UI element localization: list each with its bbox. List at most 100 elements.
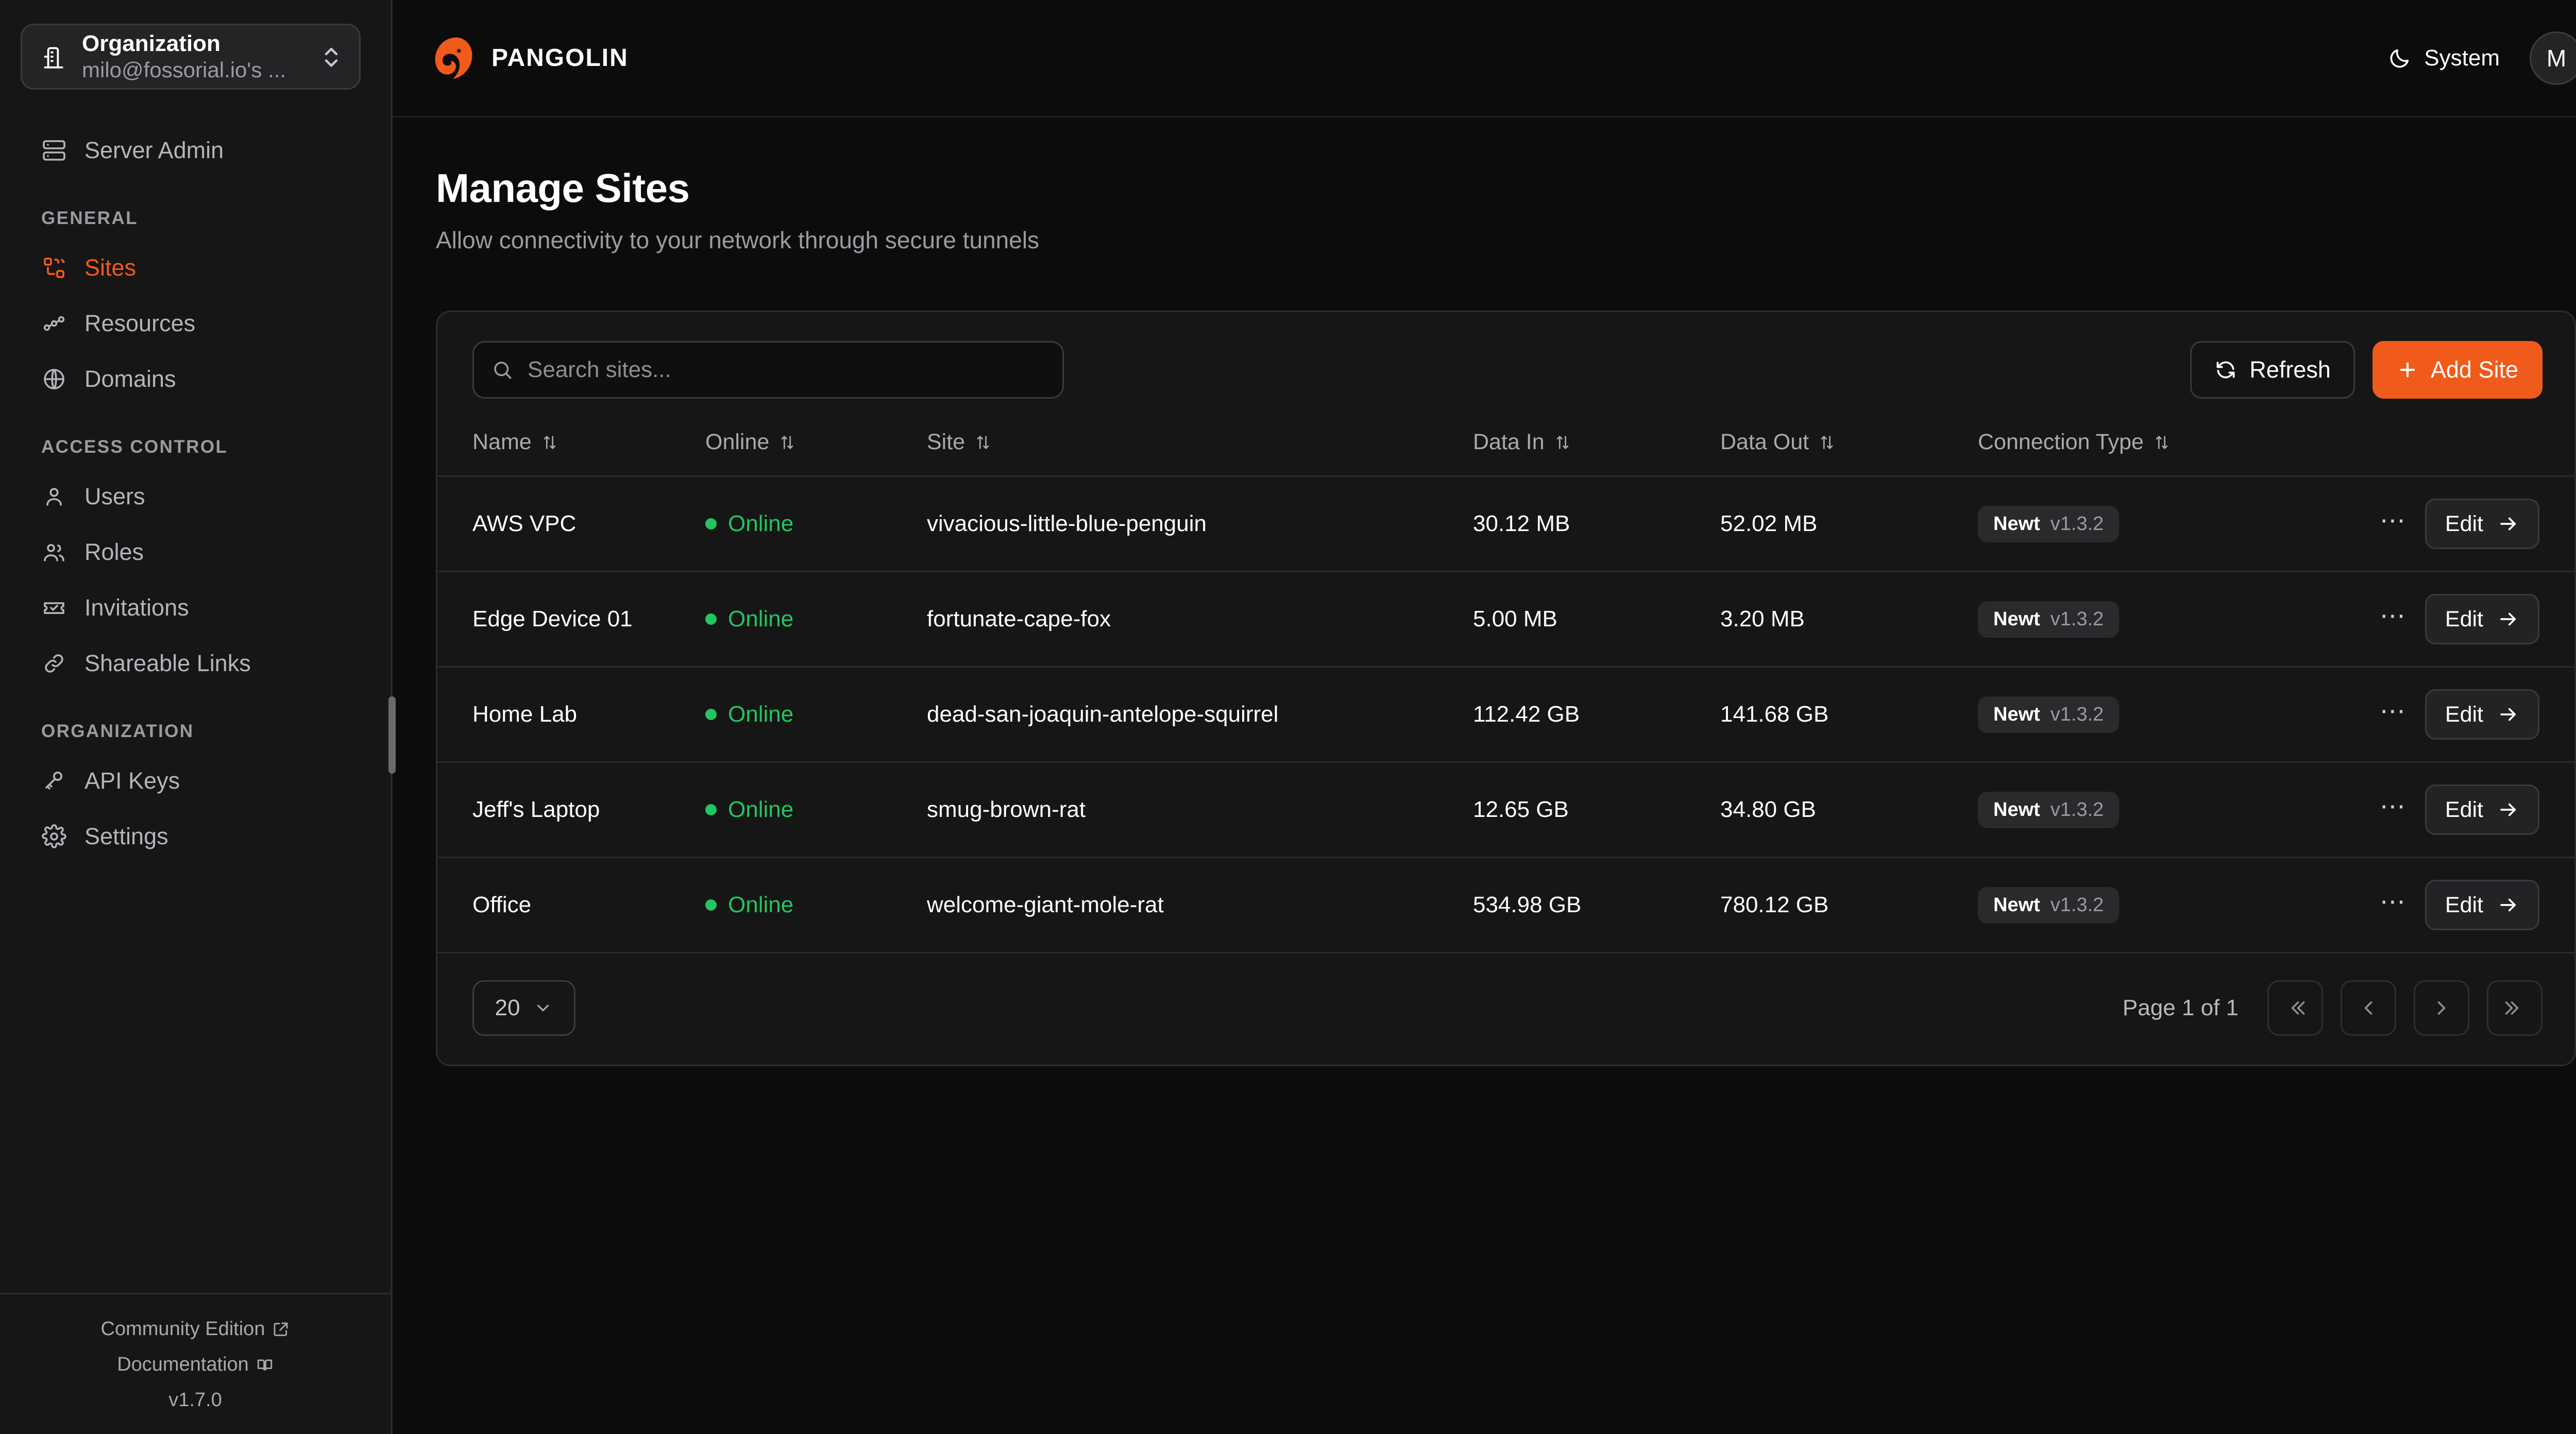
sidebar-item-shareable-links[interactable]: Shareable Links	[21, 636, 370, 691]
status-label: Online	[728, 892, 794, 917]
community-edition-label: Community Edition	[100, 1318, 265, 1340]
last-page-button[interactable]	[2487, 980, 2543, 1036]
connection-type-version: v1.3.2	[2050, 894, 2104, 916]
page-size-select[interactable]: 20	[472, 980, 575, 1036]
connection-type-name: Newt	[1993, 513, 2040, 535]
edit-button[interactable]: Edit	[2425, 594, 2539, 644]
sidebar-group-organization: ORGANIZATION	[41, 721, 194, 741]
sidebar-item-domains[interactable]: Domains	[21, 351, 370, 407]
sites-card: Refresh Add Site	[436, 311, 2576, 1066]
sidebar-group-access-control: ACCESS CONTROL	[41, 437, 228, 457]
avatar[interactable]: M	[2530, 31, 2576, 85]
next-page-button[interactable]	[2414, 980, 2469, 1036]
sidebar-footer: Community Edition Documentation v	[0, 1293, 391, 1434]
status-badge: Online	[705, 511, 927, 537]
sidebar-item-roles[interactable]: Roles	[21, 524, 370, 580]
theme-toggle[interactable]: System	[2388, 45, 2500, 71]
cell-connection-type: Newt v1.3.2	[1978, 475, 2333, 572]
building-icon	[41, 44, 66, 70]
row-overflow-menu-icon[interactable]: ⋯	[2379, 696, 2408, 725]
cell-connection-type: Newt v1.3.2	[1978, 666, 2333, 762]
cell-name: Edge Device 01	[437, 571, 705, 667]
cell-actions: ⋯ Edit	[2333, 475, 2574, 572]
refresh-label: Refresh	[2249, 356, 2331, 383]
row-overflow-menu-icon[interactable]: ⋯	[2379, 601, 2408, 630]
edit-label: Edit	[2445, 511, 2483, 536]
edit-button[interactable]: Edit	[2425, 880, 2539, 930]
sort-icon	[1554, 434, 1571, 451]
page-size-value: 20	[495, 995, 520, 1020]
prev-page-button[interactable]	[2341, 980, 2396, 1036]
sidebar-item-server-admin[interactable]: Server Admin	[21, 123, 370, 178]
arrow-right-icon	[2498, 894, 2519, 916]
edit-button[interactable]: Edit	[2425, 499, 2539, 549]
add-site-label: Add Site	[2430, 356, 2518, 383]
column-label: Site	[927, 430, 965, 454]
sidebar-item-label: Server Admin	[84, 137, 224, 163]
sidebar-item-invitations[interactable]: Invitations	[21, 580, 370, 636]
cell-site: dead-san-joaquin-antelope-squirrel	[927, 666, 1473, 762]
column-header-name[interactable]: Name	[437, 420, 705, 476]
connection-type-name: Newt	[1993, 703, 2040, 725]
edit-label: Edit	[2445, 606, 2483, 631]
column-header-online[interactable]: Online	[705, 420, 927, 476]
cell-actions: ⋯ Edit	[2333, 666, 2574, 762]
search-icon	[492, 359, 513, 381]
table-row[interactable]: Office Online welcome-giant-mole-rat 534…	[437, 857, 2574, 952]
row-overflow-menu-icon[interactable]: ⋯	[2379, 506, 2408, 535]
documentation-link[interactable]: Documentation	[0, 1354, 391, 1376]
sidebar-item-label: Invitations	[84, 594, 189, 621]
table-row[interactable]: AWS VPC Online vivacious-little-blue-pen…	[437, 475, 2574, 572]
cell-site: smug-brown-rat	[927, 761, 1473, 858]
connection-type-name: Newt	[1993, 608, 2040, 630]
theme-label: System	[2424, 45, 2500, 71]
community-edition-link[interactable]: Community Edition	[0, 1318, 391, 1340]
cell-actions: ⋯ Edit	[2333, 857, 2574, 952]
table-row[interactable]: Edge Device 01 Online fortunate-cape-fox…	[437, 571, 2574, 667]
cell-site: vivacious-little-blue-penguin	[927, 475, 1473, 572]
arrow-right-icon	[2498, 704, 2519, 725]
column-label: Data Out	[1720, 430, 1809, 454]
connection-type-badge: Newt v1.3.2	[1978, 601, 2120, 638]
cell-name: Home Lab	[437, 666, 705, 762]
row-overflow-menu-icon[interactable]: ⋯	[2379, 792, 2408, 821]
sidebar-item-resources[interactable]: Resources	[21, 296, 370, 351]
key-icon	[41, 768, 67, 794]
column-header-connection-type[interactable]: Connection Type	[1978, 420, 2333, 476]
edit-button[interactable]: Edit	[2425, 689, 2539, 740]
column-label: Online	[705, 430, 770, 454]
edit-label: Edit	[2445, 892, 2483, 917]
cell-online: Online	[705, 475, 927, 572]
sidebar-item-sites[interactable]: Sites	[21, 240, 370, 296]
search-input[interactable]	[528, 357, 1045, 383]
refresh-button[interactable]: Refresh	[2190, 341, 2355, 399]
search-box[interactable]	[472, 341, 1064, 399]
sidebar-item-api-keys[interactable]: API Keys	[21, 753, 370, 809]
org-switcher[interactable]: Organization milo@fossorial.io's ...	[21, 24, 361, 90]
table-row[interactable]: Home Lab Online dead-san-joaquin-antelop…	[437, 666, 2574, 762]
connection-type-badge: Newt v1.3.2	[1978, 696, 2120, 733]
cell-data-in: 112.42 GB	[1473, 666, 1720, 762]
edit-button[interactable]: Edit	[2425, 784, 2539, 835]
user-icon	[41, 484, 67, 509]
table-head: Name Online	[437, 420, 2574, 476]
sidebar-resize-handle[interactable]	[388, 696, 396, 774]
row-overflow-menu-icon[interactable]: ⋯	[2379, 887, 2408, 916]
status-dot-icon	[705, 518, 717, 530]
brand[interactable]: PANGOLIN	[431, 35, 629, 82]
globe-icon	[41, 366, 67, 392]
connection-type-name: Newt	[1993, 894, 2040, 916]
column-header-data-out[interactable]: Data Out	[1720, 420, 1978, 476]
connection-type-name: Newt	[1993, 798, 2040, 821]
column-header-data-in[interactable]: Data In	[1473, 420, 1720, 476]
chevron-down-icon	[533, 998, 553, 1018]
column-header-site[interactable]: Site	[927, 420, 1473, 476]
add-site-button[interactable]: Add Site	[2372, 341, 2543, 399]
sidebar-item-users[interactable]: Users	[21, 469, 370, 524]
sidebar-item-settings[interactable]: Settings	[21, 809, 370, 864]
sort-icon	[778, 434, 796, 451]
first-page-button[interactable]	[2267, 980, 2323, 1036]
table-row[interactable]: Jeff's Laptop Online smug-brown-rat 12.6…	[437, 761, 2574, 858]
sidebar-item-label: Users	[84, 483, 145, 509]
cell-data-in: 534.98 GB	[1473, 857, 1720, 952]
